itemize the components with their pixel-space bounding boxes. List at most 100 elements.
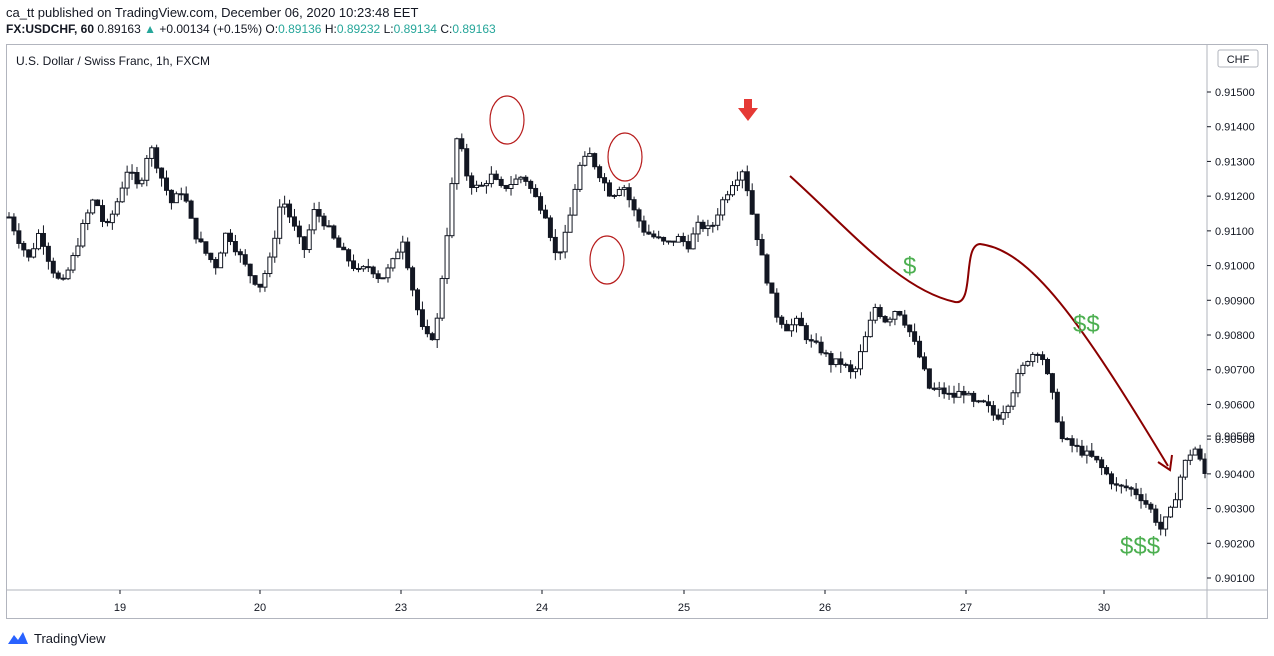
price-tick-label: 0.90200: [1215, 538, 1255, 550]
candle-up: [508, 183, 514, 189]
candle-up: [1010, 392, 1016, 407]
candle-down: [1059, 421, 1065, 440]
candle-down: [6, 216, 12, 219]
candle-down: [784, 323, 790, 332]
candle-up: [439, 278, 445, 319]
price-tick-label: 0.90600: [1215, 399, 1255, 411]
candle-up: [223, 232, 229, 254]
candle-down: [1104, 467, 1110, 475]
candle-up: [434, 317, 440, 341]
candle-down: [1064, 438, 1070, 441]
candle-down: [419, 309, 425, 328]
dollar-label: $$: [1073, 311, 1100, 338]
candle-down: [912, 331, 918, 342]
time-tick-label: 20: [254, 602, 266, 614]
candle-up: [734, 179, 740, 187]
candle-down: [60, 277, 66, 280]
candle-down: [951, 392, 957, 398]
candle-down: [208, 252, 214, 261]
candle-up: [360, 266, 366, 270]
candle-up: [833, 358, 839, 366]
candle-down: [405, 241, 411, 269]
candle-down: [50, 260, 56, 274]
candle-down: [100, 205, 106, 222]
candle-up: [1187, 454, 1193, 461]
candle-down: [602, 177, 608, 184]
candle-down: [838, 358, 844, 365]
candle-up: [90, 199, 96, 214]
candle-up: [739, 171, 745, 181]
price-tick-label: 0.90900: [1215, 295, 1255, 307]
chart-area[interactable]: [6, 44, 1268, 619]
candle-down: [95, 199, 101, 207]
candle-up: [1015, 373, 1021, 394]
candle-up: [311, 209, 317, 231]
time-tick-label: 25: [678, 602, 690, 614]
candle-down: [429, 333, 435, 341]
candle-down: [183, 193, 189, 202]
candle-down: [680, 235, 686, 243]
candle-down: [877, 307, 883, 318]
candle-up: [36, 232, 42, 250]
candle-up: [793, 317, 799, 326]
candle-up: [1192, 448, 1198, 456]
candle-down: [818, 341, 824, 354]
time-axis[interactable]: 19 20 23 24 25 26 27 30: [6, 589, 1268, 614]
tradingview-logo[interactable]: TradingView: [6, 628, 106, 648]
price-tick-label: 0.91300: [1215, 156, 1255, 168]
candle-down: [40, 232, 46, 247]
high-value: 0.89232: [336, 22, 381, 36]
candle-down: [16, 230, 22, 244]
candle-down: [424, 326, 430, 335]
candle-down: [154, 147, 160, 169]
candle-down: [813, 340, 819, 343]
candle-down: [685, 241, 691, 250]
candle-up: [966, 392, 972, 396]
candle-up: [956, 390, 962, 398]
price-axis[interactable]: 0.91500 0.91400 0.91300 0.91200 0.91100 0.910…: [1206, 45, 1259, 619]
candle-down: [641, 220, 647, 233]
candle-down: [301, 236, 307, 251]
candle-up: [444, 235, 450, 280]
candle-down: [798, 317, 804, 327]
candle-up: [65, 269, 71, 280]
candle-down: [626, 187, 632, 201]
candle-down: [1035, 353, 1041, 356]
candle-down: [469, 175, 475, 189]
candle-up: [474, 184, 480, 189]
candle-down: [193, 217, 199, 240]
candle-up: [218, 252, 224, 269]
candle-up: [572, 188, 578, 216]
candle-down: [592, 153, 598, 168]
change-value: +0.00134 (+0.15%): [159, 22, 263, 36]
candle-up: [725, 194, 731, 201]
candle-down: [188, 200, 194, 219]
candle-up: [173, 193, 179, 204]
candle-up: [395, 251, 401, 260]
candle-down: [21, 242, 27, 251]
candles-group: [6, 133, 1208, 537]
candle-down: [296, 225, 302, 238]
candle-down: [779, 316, 785, 325]
candle-down: [232, 241, 238, 253]
tradingview-icon: [8, 632, 28, 644]
candle-down: [995, 414, 1001, 420]
candle-down: [198, 238, 204, 243]
ohlc-line: FX:USDCHF, 60 0.89163 ▲ +0.00134 (+0.15%…: [6, 22, 496, 36]
candle-up: [518, 176, 524, 180]
price-tick-label: 0.91400: [1215, 122, 1255, 134]
candle-down: [351, 260, 357, 269]
candle-up: [75, 245, 81, 257]
candle-up: [31, 248, 37, 258]
candle-down: [498, 178, 504, 186]
candle-up: [449, 183, 455, 237]
candle-down: [346, 249, 352, 262]
candle-down: [823, 352, 829, 355]
candle-down: [759, 239, 765, 256]
candle-down: [129, 171, 135, 174]
candle-down: [921, 356, 927, 370]
candle-up: [385, 267, 391, 279]
candle-up: [119, 187, 125, 203]
candle-down: [754, 213, 760, 241]
